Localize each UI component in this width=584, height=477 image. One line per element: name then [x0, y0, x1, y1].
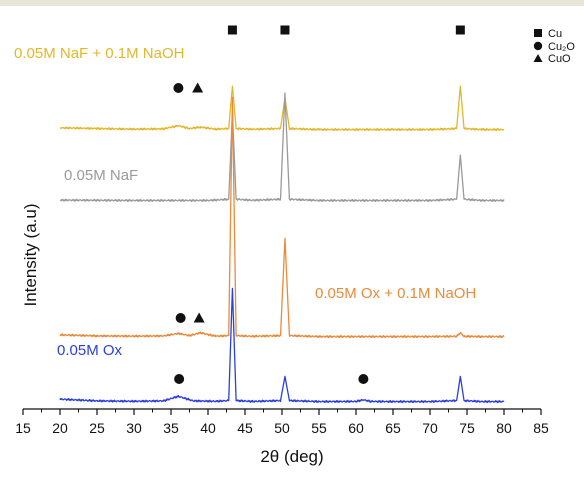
series-line-1 — [59, 92, 505, 203]
top-border — [0, 0, 584, 6]
x-tick-label: 60 — [348, 420, 364, 436]
x-tick-label: 80 — [496, 420, 512, 436]
cu2o-circle-marker — [358, 374, 369, 384]
series-line-3 — [59, 287, 505, 404]
cu2o-circle-marker — [173, 83, 184, 93]
y-axis-title: Intensity (a.u) — [21, 204, 40, 307]
x-tick-label: 65 — [385, 420, 401, 436]
x-tick-label: 20 — [52, 420, 68, 436]
x-tick-label: 35 — [163, 420, 179, 436]
cu-square-marker — [227, 25, 237, 35]
x-tick-label: 45 — [237, 420, 253, 436]
x-tick-label: 75 — [459, 420, 475, 436]
legend-triangle-icon — [533, 54, 543, 62]
legend-label-cu2o: Cu₂O — [548, 41, 575, 53]
series-label-ox: 0.05M Ox — [57, 342, 123, 359]
legend: Cu Cu₂O CuO — [533, 28, 575, 65]
x-tick-label: 15 — [15, 420, 31, 436]
legend-circle-icon — [533, 41, 543, 51]
cu-square-marker — [455, 25, 465, 35]
cu2o-circle-marker — [175, 313, 186, 323]
cuo-triangle-marker — [192, 82, 204, 93]
cuo-triangle-marker — [193, 312, 205, 323]
series-label-naf: 0.05M NaF — [64, 167, 138, 184]
legend-square-icon — [534, 29, 542, 37]
peak-markers — [173, 25, 465, 384]
series-label-ox-naoh: 0.05M Ox + 0.1M NaOH — [315, 285, 476, 302]
x-tick-label: 25 — [89, 420, 105, 436]
cu2o-circle-marker — [174, 374, 185, 384]
x-ticks: 15 20 25 30 35 40 45 50 55 60 65 70 75 80 85 — [15, 409, 549, 436]
legend-label-cuo: CuO — [548, 53, 571, 65]
x-tick-label: 85 — [533, 420, 549, 436]
x-tick-label: 30 — [126, 420, 142, 436]
series-labels: 0.05M NaF + 0.1M NaOH 0.05M NaF 0.05M Ox… — [14, 45, 476, 359]
series-layer — [59, 85, 505, 404]
x-tick-label: 55 — [311, 420, 327, 436]
series-label-naf-naoh: 0.05M NaF + 0.1M NaOH — [14, 45, 184, 62]
series-line-2 — [59, 96, 505, 339]
x-axis-title: 2θ (deg) — [260, 447, 323, 466]
x-tick-label: 70 — [422, 420, 438, 436]
x-tick-label: 50 — [274, 420, 290, 436]
x-tick-label: 40 — [200, 420, 216, 436]
legend-label-cu: Cu — [548, 28, 562, 40]
series-line-0 — [59, 85, 505, 132]
cu-square-marker — [280, 25, 290, 35]
axes: 15 20 25 30 35 40 45 50 55 60 65 70 75 80 85 — [15, 408, 549, 436]
